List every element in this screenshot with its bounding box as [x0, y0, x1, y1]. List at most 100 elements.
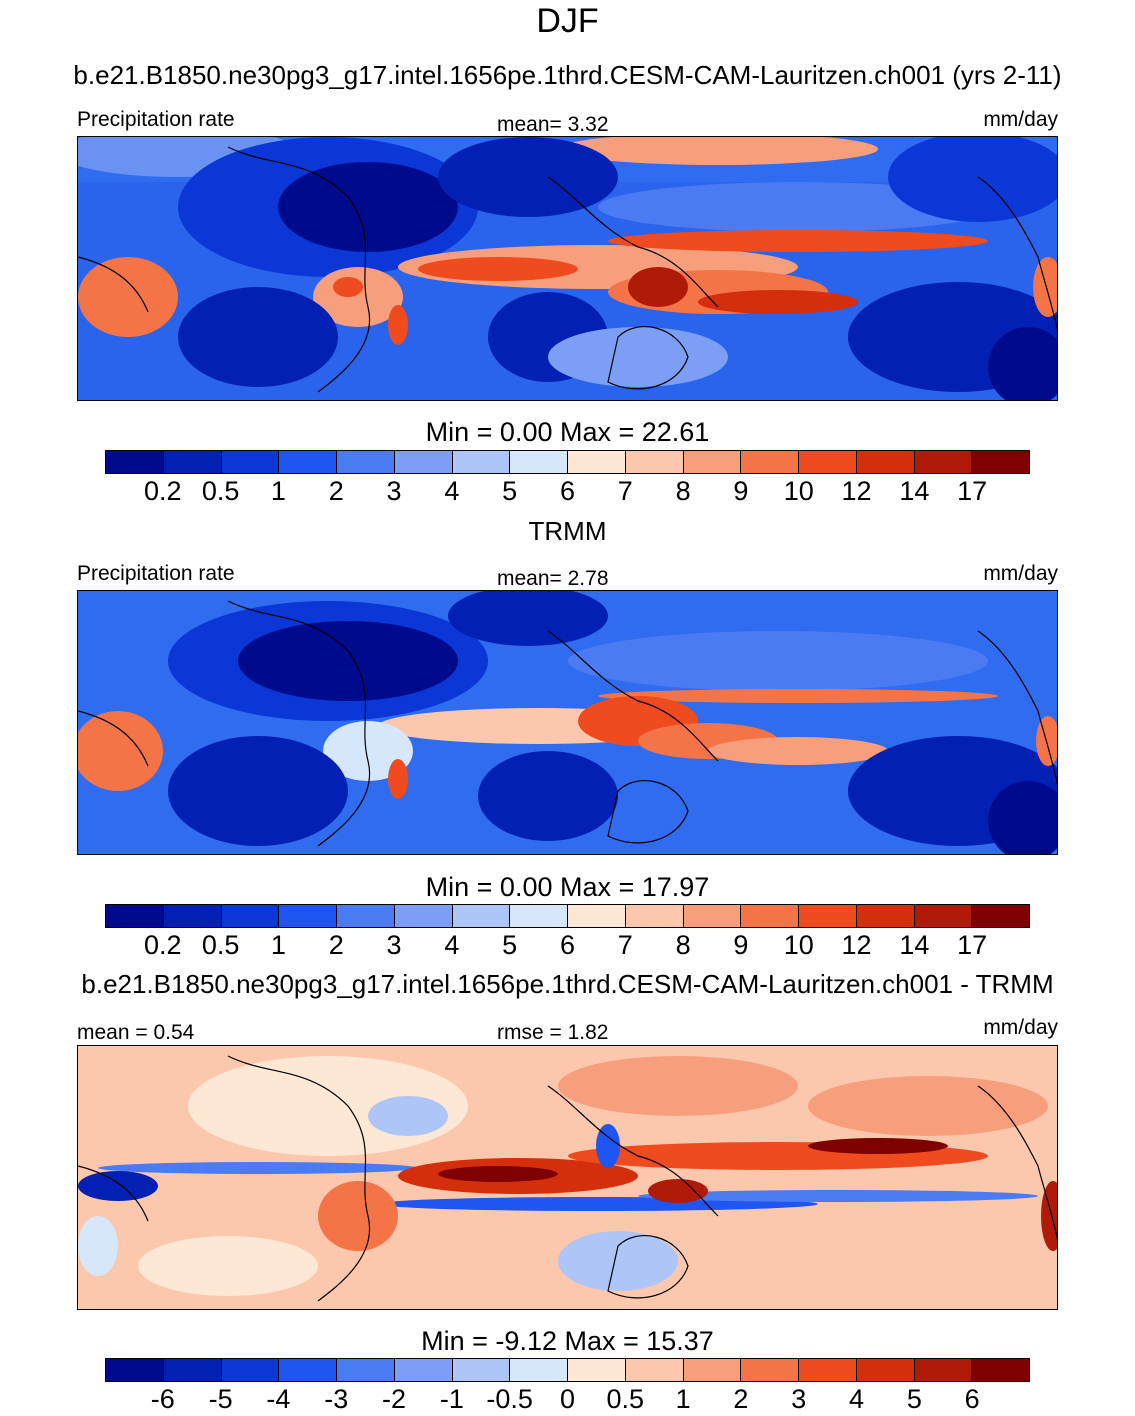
colorbar-tick-label: 5	[502, 476, 518, 506]
colorbar-swatch	[972, 905, 1029, 927]
colorbar-tick-label: 6	[559, 930, 576, 960]
colorbar-swatch	[221, 1359, 280, 1381]
panel2-colorbar	[105, 904, 1030, 928]
colorbar-swatch	[799, 1359, 857, 1381]
panel2-variable-label: Precipitation rate	[77, 562, 235, 585]
panel2-colorbar-ticks: 0.2 0.5 1 2 3 4 5 6 7 8 9 10 12 14 17	[105, 930, 1030, 960]
colorbar-tick-label: 17	[957, 476, 988, 506]
panel1-variable-label: Precipitation rate	[77, 108, 235, 131]
colorbar-swatch	[452, 905, 511, 927]
colorbar-swatch	[163, 905, 222, 927]
colorbar-tick-label: 9	[733, 476, 749, 506]
colorbar-tick-label: 12	[841, 930, 872, 960]
colorbar-swatch	[106, 905, 164, 927]
colorbar-tick-label: 4	[444, 930, 460, 960]
panel2-units-label: mm/day	[983, 562, 1058, 585]
colorbar-swatch	[914, 905, 973, 927]
colorbar-swatch	[221, 905, 280, 927]
colorbar-tick-label: 1	[270, 476, 286, 506]
colorbar-tick-label: 7	[617, 930, 633, 960]
panel2-minmax: Min = 0.00 Max = 17.97	[425, 872, 710, 902]
colorbar-swatch	[452, 451, 511, 473]
panel2-map	[77, 590, 1058, 855]
colorbar-tick-label: 1	[675, 1384, 691, 1414]
panel1-mean-label: mean= 3.32	[497, 113, 609, 136]
colorbar-swatch	[683, 1359, 742, 1381]
colorbar-tick-label: -0.5	[486, 1384, 533, 1414]
colorbar-swatch	[568, 1359, 626, 1381]
colorbar-swatch	[972, 1359, 1029, 1381]
colorbar-tick-label: 0.2	[144, 930, 182, 960]
colorbar-tick-label: 6	[964, 1384, 980, 1414]
colorbar-swatch	[683, 451, 742, 473]
colorbar-tick-label: 2	[733, 1384, 749, 1414]
panel2-case-title: TRMM	[528, 516, 607, 546]
colorbar-tick-label: 10	[783, 476, 814, 506]
panel3-rmse-label: rmse = 1.82	[497, 1021, 609, 1044]
colorbar-swatch	[163, 1359, 222, 1381]
colorbar-tick-label: 12	[841, 476, 872, 506]
colorbar-tick-label: 14	[899, 476, 930, 506]
colorbar-swatch	[221, 451, 280, 473]
colorbar-swatch	[856, 905, 915, 927]
colorbar-swatch	[914, 1359, 973, 1381]
panel1-units-label: mm/day	[983, 108, 1058, 131]
colorbar-tick-label: 8	[675, 930, 691, 960]
panel3-minmax: Min = -9.12 Max = 15.37	[421, 1326, 714, 1356]
colorbar-swatch	[799, 905, 857, 927]
colorbar-tick-label: -1	[439, 1384, 464, 1414]
colorbar-swatch	[510, 1359, 568, 1381]
panel3-colorbar-ticks: -6 -5 -4 -3 -2 -1 -0.5 0 0.5 1 2 3 4 5 6	[105, 1384, 1030, 1414]
panel3-map	[77, 1045, 1058, 1310]
panel1-map	[77, 136, 1058, 401]
colorbar-swatch	[337, 905, 395, 927]
colorbar-tick-label: 8	[675, 476, 691, 506]
colorbar-swatch	[625, 451, 684, 473]
colorbar-swatch	[394, 1359, 453, 1381]
colorbar-swatch	[625, 905, 684, 927]
colorbar-swatch	[394, 905, 453, 927]
colorbar-tick-label: 3	[386, 930, 402, 960]
colorbar-tick-label: 0.5	[201, 476, 240, 506]
colorbar-swatch	[799, 451, 857, 473]
colorbar-tick-label: 7	[617, 476, 633, 506]
colorbar-tick-label: 14	[899, 930, 930, 960]
panel1-colorbar	[105, 450, 1030, 474]
colorbar-tick-label: 2	[328, 476, 344, 506]
colorbar-swatch	[337, 1359, 395, 1381]
panel1-case-title: b.e21.B1850.ne30pg3_g17.intel.1656pe.1th…	[73, 60, 1062, 90]
colorbar-swatch	[741, 1359, 799, 1381]
colorbar-tick-label: 6	[559, 476, 576, 506]
colorbar-swatch	[856, 1359, 915, 1381]
colorbar-tick-label: 3	[791, 1384, 807, 1414]
colorbar-tick-label: 5	[906, 1384, 922, 1414]
colorbar-swatch	[279, 1359, 337, 1381]
colorbar-swatch	[163, 451, 222, 473]
colorbar-tick-label: -3	[324, 1384, 349, 1414]
colorbar-swatch	[510, 451, 568, 473]
colorbar-swatch	[394, 451, 453, 473]
panel3-case-title: b.e21.B1850.ne30pg3_g17.intel.1656pe.1th…	[81, 969, 1054, 999]
colorbar-tick-label: 5	[502, 930, 518, 960]
panel2-mean-label: mean= 2.78	[497, 567, 609, 590]
colorbar-tick-label: -2	[382, 1384, 407, 1414]
colorbar-swatch	[568, 451, 626, 473]
panel3-units-label: mm/day	[983, 1016, 1058, 1039]
colorbar-tick-label: -5	[208, 1384, 233, 1414]
colorbar-swatch	[972, 451, 1029, 473]
colorbar-tick-label: 2	[328, 930, 344, 960]
colorbar-swatch	[625, 1359, 684, 1381]
colorbar-tick-label: 0	[559, 1384, 576, 1414]
colorbar-tick-label: 0.5	[606, 1384, 645, 1414]
figure-title: DJF	[536, 2, 599, 40]
colorbar-swatch	[568, 905, 626, 927]
colorbar-tick-label: 0.2	[144, 476, 182, 506]
colorbar-tick-label: 17	[957, 930, 988, 960]
panel1-colorbar-ticks: 0.2 0.5 1 2 3 4 5 6 7 8 9 10 12 14 17	[105, 476, 1030, 506]
colorbar-tick-label: 10	[783, 930, 814, 960]
colorbar-swatch	[683, 905, 742, 927]
colorbar-swatch	[279, 451, 337, 473]
colorbar-swatch	[106, 451, 164, 473]
colorbar-tick-label: 0.5	[201, 930, 240, 960]
colorbar-swatch	[452, 1359, 511, 1381]
